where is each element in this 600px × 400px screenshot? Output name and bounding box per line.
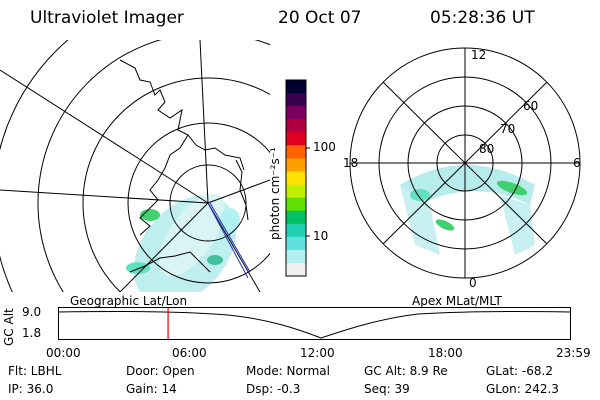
time-tick-2359: 23:59: [556, 346, 591, 360]
colorbar-segment: [286, 132, 306, 146]
magnetic-polar-dial: 12 18 6 0 60 70 80: [343, 47, 581, 290]
aurora-emission-magnetic: [400, 165, 535, 255]
info-glon: GLon: 242.3: [486, 382, 559, 396]
time-label: 05:28:36 UT: [430, 8, 535, 28]
mlt-label-18: 18: [343, 156, 358, 170]
colorbar-tick-100: 100: [313, 140, 336, 154]
date-label: 20 Oct 07: [278, 8, 362, 28]
colorbar-segment: [286, 223, 306, 238]
colorbar-tick-10: 10: [313, 229, 329, 243]
info-glat: GLat: -68.2: [486, 364, 553, 378]
altitude-tick-low: 1.8: [22, 326, 42, 340]
colorbar-segment: [286, 93, 306, 107]
info-seq: Seq: 39: [364, 382, 410, 396]
mlat-label-70: 70: [500, 122, 515, 136]
colorbar-segment: [286, 158, 306, 172]
colorbar-segment: [286, 184, 306, 199]
info-ip: IP: 36.0: [8, 382, 54, 396]
colorbar-segment: [286, 249, 306, 264]
time-tick-00: 00:00: [46, 346, 81, 360]
altitude-timeline-plot: [58, 307, 571, 340]
meridian-lines: [0, 40, 270, 292]
satellite-track: [207, 202, 251, 279]
mlat-label-80: 80: [479, 142, 494, 156]
time-tick-18: 18:00: [428, 346, 463, 360]
info-filter: Flt: LBHL: [8, 364, 62, 378]
latitude-circles: [0, 40, 270, 292]
app-title: Ultraviolet Imager: [30, 8, 184, 28]
colorbar-segment: [286, 197, 306, 212]
coastline: [119, 59, 249, 273]
info-mode: Mode: Normal: [246, 364, 330, 378]
mlt-label-12: 12: [471, 48, 486, 62]
colorbar-label: photon cm⁻²s⁻¹: [268, 147, 282, 240]
time-tick-06: 06:00: [172, 346, 207, 360]
time-tick-12: 12:00: [300, 346, 335, 360]
colorbar-segment: [286, 119, 306, 133]
left-panel-label: Geographic Lat/Lon: [70, 294, 188, 308]
info-gain: Gain: 14: [126, 382, 177, 396]
colorbar-segment: [286, 80, 306, 94]
right-panel-label: Apex MLat/MLT: [412, 294, 502, 308]
altitude-axis-label: GC Alt: [2, 308, 16, 346]
mlt-label-0: 0: [469, 276, 477, 290]
info-dsp: Dsp: -0.3: [246, 382, 301, 396]
colorbar-segment: [286, 171, 306, 186]
geographic-map-panel: [0, 40, 270, 292]
colorbar-segment: [286, 106, 306, 120]
altitude-tick-high: 9.0: [22, 305, 42, 319]
mlt-label-6: 6: [573, 156, 581, 170]
colorbar-segment: [286, 262, 306, 277]
info-gc-alt: GC Alt: 8.9 Re: [364, 364, 448, 378]
info-door: Door: Open: [126, 364, 195, 378]
intensity-colorbar: [285, 79, 310, 277]
colorbar-segment: [286, 210, 306, 225]
colorbar-segment: [286, 236, 306, 251]
colorbar-segment: [286, 145, 306, 159]
mlat-label-60: 60: [523, 99, 538, 113]
